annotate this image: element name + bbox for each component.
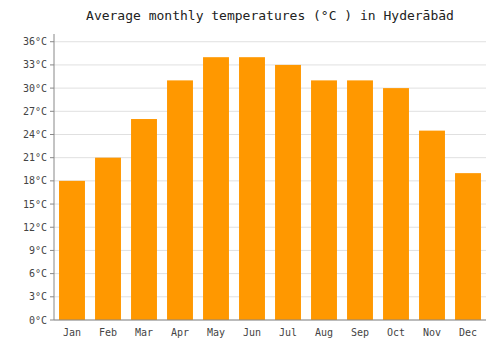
grid-line xyxy=(54,64,486,65)
y-axis-line xyxy=(54,34,55,320)
y-tick xyxy=(50,227,54,228)
x-axis: Jan Feb Mar Apr May Jun Jul Aug Sep Oct Nov Dec xyxy=(63,327,477,338)
bar xyxy=(455,173,481,320)
y-tick-label: 6°C xyxy=(29,268,47,279)
bar xyxy=(311,80,337,320)
x-tick-label: Nov xyxy=(423,327,441,338)
y-tick xyxy=(50,296,54,297)
y-tick xyxy=(50,41,54,42)
y-tick-label: 30°C xyxy=(23,83,47,94)
y-tick xyxy=(50,64,54,65)
bar xyxy=(59,181,85,320)
grid-line xyxy=(54,41,486,42)
y-tick xyxy=(50,250,54,251)
y-tick-label: 21°C xyxy=(23,152,47,163)
bar xyxy=(347,80,373,320)
x-tick-label: Aug xyxy=(315,327,333,338)
y-tick-label: 33°C xyxy=(23,59,47,70)
y-tick-label: 9°C xyxy=(29,245,47,256)
bars xyxy=(59,57,481,320)
y-tick-label: 18°C xyxy=(23,175,47,186)
title: Average monthly temperatures (°C ) in Hy… xyxy=(86,8,454,23)
bar xyxy=(95,158,121,320)
x-tick-label: Apr xyxy=(171,327,189,338)
bar xyxy=(419,131,445,320)
x-tick-label: Oct xyxy=(387,327,405,338)
y-axis: 0°C 3°C 6°C 9°C 12°C 15°C 18°C 21°C 24°C 27°C 30°C… xyxy=(23,36,54,325)
y-tick-label: 0°C xyxy=(29,315,47,326)
x-tick-label: Jan xyxy=(63,327,81,338)
grid-line xyxy=(54,320,486,321)
x-tick-label: Sep xyxy=(351,327,369,338)
x-tick-label: Jun xyxy=(243,327,261,338)
y-tick-label: 27°C xyxy=(23,106,47,117)
x-tick-label: Dec xyxy=(459,327,477,338)
x-axis-line xyxy=(54,320,486,321)
y-tick xyxy=(50,204,54,205)
x-tick-label: Feb xyxy=(99,327,117,338)
y-tick xyxy=(50,180,54,181)
grid-line xyxy=(54,88,486,89)
bar xyxy=(275,65,301,320)
bar xyxy=(239,57,265,320)
bar xyxy=(383,88,409,320)
y-tick-label: 15°C xyxy=(23,199,47,210)
chart-container: Average monthly temperatures (°C ) in Hy… xyxy=(0,0,500,350)
y-tick xyxy=(50,88,54,89)
bar xyxy=(167,80,193,320)
grid-line xyxy=(54,111,486,112)
y-tick xyxy=(50,111,54,112)
y-tick xyxy=(50,320,54,321)
y-tick xyxy=(50,134,54,135)
y-tick xyxy=(50,157,54,158)
bar xyxy=(203,57,229,320)
grid xyxy=(54,42,486,320)
y-tick-label: 12°C xyxy=(23,222,47,233)
y-tick-label: 3°C xyxy=(29,291,47,302)
x-tick-label: May xyxy=(207,327,225,338)
x-tick-label: Jul xyxy=(279,327,297,338)
y-tick-label: 24°C xyxy=(23,129,47,140)
chart-svg: Average monthly temperatures (°C ) in Hy… xyxy=(0,0,500,350)
y-tick-label: 36°C xyxy=(23,36,47,47)
x-tick-label: Mar xyxy=(135,327,153,338)
bar xyxy=(131,119,157,320)
y-tick xyxy=(50,273,54,274)
